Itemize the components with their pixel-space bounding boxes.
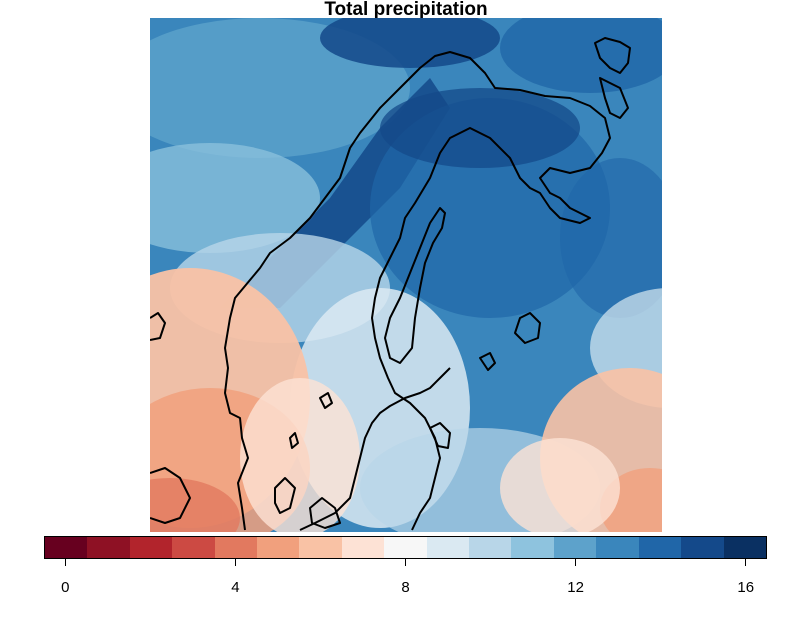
legend-color-cell bbox=[341, 537, 385, 558]
legend-tick-mark bbox=[575, 559, 577, 566]
legend-color-cell bbox=[681, 537, 724, 558]
legend-color-cell bbox=[172, 537, 215, 558]
legend-tick-label: 12 bbox=[567, 579, 584, 596]
map-title: Total precipitation bbox=[324, 0, 488, 20]
legend-color-cell bbox=[257, 537, 300, 558]
legend-color-cell bbox=[426, 537, 470, 558]
legend-color-cell bbox=[299, 537, 342, 558]
legend-color-cell bbox=[214, 537, 258, 558]
legend-color-cell bbox=[469, 537, 512, 558]
legend-color-cell bbox=[638, 537, 682, 558]
legend-color-cell bbox=[553, 537, 597, 558]
coastline-contour bbox=[150, 37, 631, 531]
legend-tick-mark bbox=[405, 559, 406, 566]
legend-color-cell bbox=[45, 537, 88, 558]
legend-color-cell bbox=[596, 537, 639, 558]
legend-tick-label: 0 bbox=[61, 579, 70, 596]
legend-tick-mark bbox=[64, 559, 66, 566]
legend-tick-label: 16 bbox=[737, 579, 755, 596]
color-legend-bar bbox=[44, 536, 767, 559]
legend-color-cell bbox=[129, 537, 173, 558]
legend-tick-label: 4 bbox=[231, 579, 240, 596]
legend-color-cell bbox=[384, 537, 427, 558]
precipitation-field bbox=[150, 18, 662, 532]
legend-color-cell bbox=[87, 537, 130, 558]
legend-tick-mark bbox=[234, 559, 236, 566]
legend-color-cell bbox=[723, 537, 766, 558]
legend-color-cell bbox=[511, 537, 554, 558]
legend-tick-mark bbox=[745, 559, 747, 566]
precipitation-map bbox=[150, 18, 662, 532]
legend-tick-label: 8 bbox=[401, 579, 410, 596]
